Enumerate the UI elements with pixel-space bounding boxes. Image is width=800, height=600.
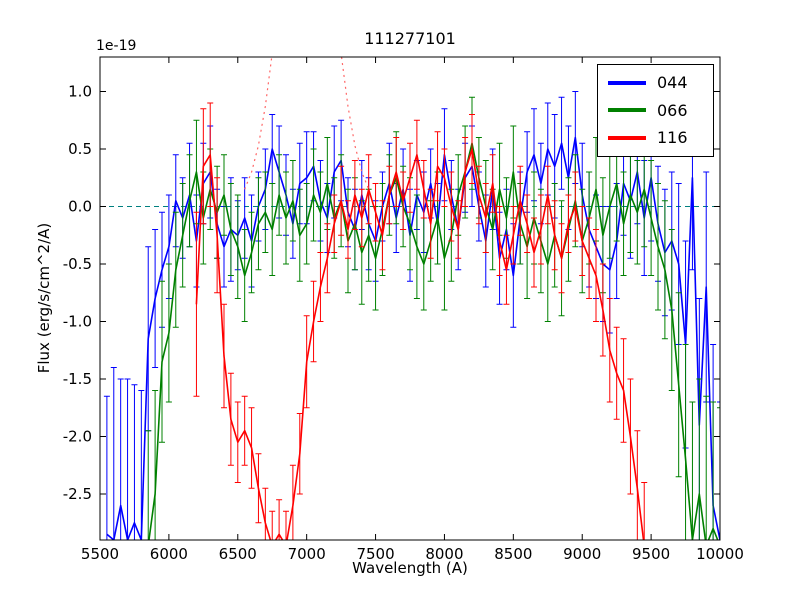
plot-title: 111277101: [364, 29, 456, 48]
x-tick-label: 10000: [696, 545, 744, 563]
legend-entry: 116: [608, 129, 703, 147]
legend: 044 066 116: [597, 64, 714, 157]
legend-line-sample: [608, 135, 646, 140]
x-tick-label: 8000: [425, 545, 463, 563]
series-line-066: [148, 142, 719, 540]
x-tick-label: 5500: [81, 545, 119, 563]
x-tick-label: 7500: [356, 545, 394, 563]
legend-entry: 066: [608, 100, 703, 120]
legend-line-sample: [608, 108, 646, 113]
y-tick-label: 0.5: [68, 140, 92, 158]
series-116: [193, 102, 648, 540]
y-tick-label: -0.5: [63, 255, 92, 273]
y-tick-label: -1.5: [63, 370, 92, 388]
series-line-044: [106, 136, 720, 540]
y-tick-label: -2.0: [63, 428, 92, 446]
x-tick-label: 9000: [563, 545, 601, 563]
legend-entry: 044: [608, 74, 703, 92]
model-curve: [244, 57, 370, 190]
x-tick-label: 8500: [494, 545, 532, 563]
x-tick-label: 6000: [150, 545, 188, 563]
legend-label: 116: [657, 128, 688, 148]
plot-frame: [99, 56, 721, 541]
legend-line-sample: [608, 80, 646, 85]
y-tick-label: -2.5: [63, 485, 92, 503]
y-tick-label: 1.0: [68, 83, 92, 101]
series-line-116: [195, 148, 645, 540]
legend-label: 044: [657, 73, 688, 92]
y-axis-offset-label: 1e-19: [96, 38, 137, 54]
x-axis-label: Wavelength (A): [352, 559, 468, 577]
x-tick-label: 9500: [632, 545, 670, 563]
y-axis-label: Flux (erg/s/cm^2/A): [35, 222, 53, 374]
y-tick-label: 0.0: [68, 198, 92, 216]
x-tick-label: 7000: [288, 545, 326, 563]
y-tick-label: -1.0: [63, 313, 92, 331]
legend-label: 066: [657, 100, 688, 120]
x-tick-label: 6500: [219, 545, 257, 563]
